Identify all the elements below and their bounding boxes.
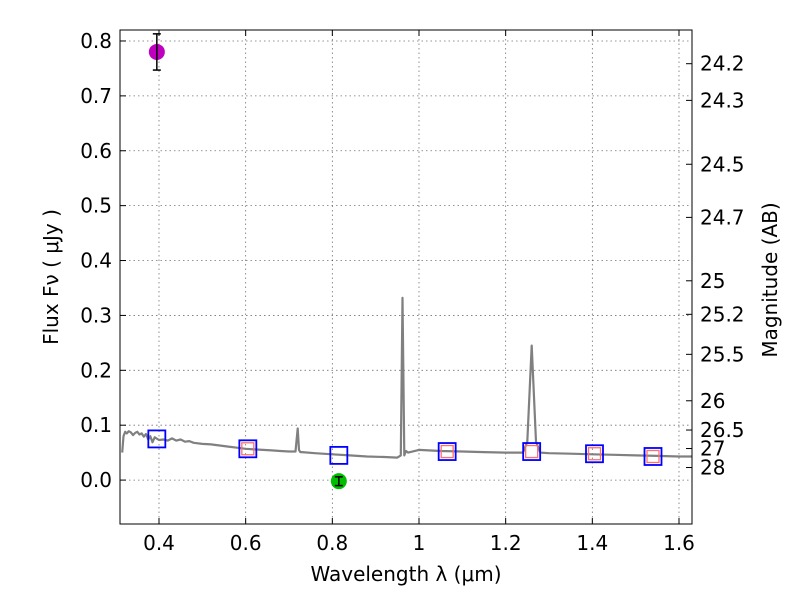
observed-marker xyxy=(646,449,660,464)
mag-tick-label: 26.5 xyxy=(700,418,745,442)
tick-layer: 0.4 0.6 0.8 1 1.2 1.4 1.6 0.0 0.1 0.2 0.3 0.4 0.5 0.6… xyxy=(80,29,744,555)
observed-marker xyxy=(241,442,255,456)
model-photometry-marker xyxy=(643,447,663,466)
grid-layer xyxy=(120,30,692,524)
y-tick-label: 0.3 xyxy=(80,303,112,327)
model-photometry-marker xyxy=(238,439,258,459)
x-tick-label: 0.8 xyxy=(316,531,348,555)
model-photometry-marker xyxy=(437,442,457,461)
model-photometry-marker xyxy=(329,445,349,465)
y-tick-label: 0.4 xyxy=(80,249,112,273)
y-tick-label: 0.0 xyxy=(80,468,112,492)
y-tick-label: 0.5 xyxy=(80,194,112,218)
x-tick-label: 1.4 xyxy=(576,531,608,555)
y-tick-label: 0.1 xyxy=(80,413,112,437)
y2-axis-label: Magnitude (AB) xyxy=(758,202,782,357)
y-tick-label: 0.2 xyxy=(80,358,112,382)
observed-marker xyxy=(440,444,454,459)
mag-tick-label: 25.5 xyxy=(700,342,745,366)
mag-tick-label: 24.7 xyxy=(700,205,745,229)
x-axis-label: Wavelength λ (μm) xyxy=(310,562,501,586)
x-tick-label: 1 xyxy=(413,531,426,555)
model-photometry-marker xyxy=(147,429,167,449)
x-tick-label: 1.6 xyxy=(663,531,695,555)
plot-frame xyxy=(119,29,693,525)
model-spectrum-line xyxy=(121,296,692,459)
mag-tick-label: 24.3 xyxy=(700,88,745,112)
model-photometry-marker xyxy=(585,444,604,464)
mag-tick-label: 24.2 xyxy=(700,52,745,76)
mag-tick-label: 28 xyxy=(700,456,725,480)
observed-marker xyxy=(525,444,539,459)
mag-tick-label: 27 xyxy=(700,437,725,461)
mag-tick-label: 26 xyxy=(700,389,725,413)
y-tick-label: 0.6 xyxy=(80,139,112,163)
model-photometry-marker xyxy=(522,442,542,461)
observed-marker xyxy=(587,447,602,461)
x-tick-label: 1.2 xyxy=(490,531,522,555)
mag-tick-label: 25.2 xyxy=(700,302,745,326)
y-axis-label: Flux Fν ( μJy ) xyxy=(39,209,63,345)
y-tick-label: 0.7 xyxy=(80,84,112,108)
mag-tick-label: 25 xyxy=(700,269,725,293)
x-tick-label: 0.4 xyxy=(143,531,175,555)
y-tick-label: 0.8 xyxy=(80,29,112,53)
mag-tick-label: 24.5 xyxy=(700,152,745,176)
x-tick-label: 0.6 xyxy=(230,531,262,555)
data-layer xyxy=(121,33,692,490)
